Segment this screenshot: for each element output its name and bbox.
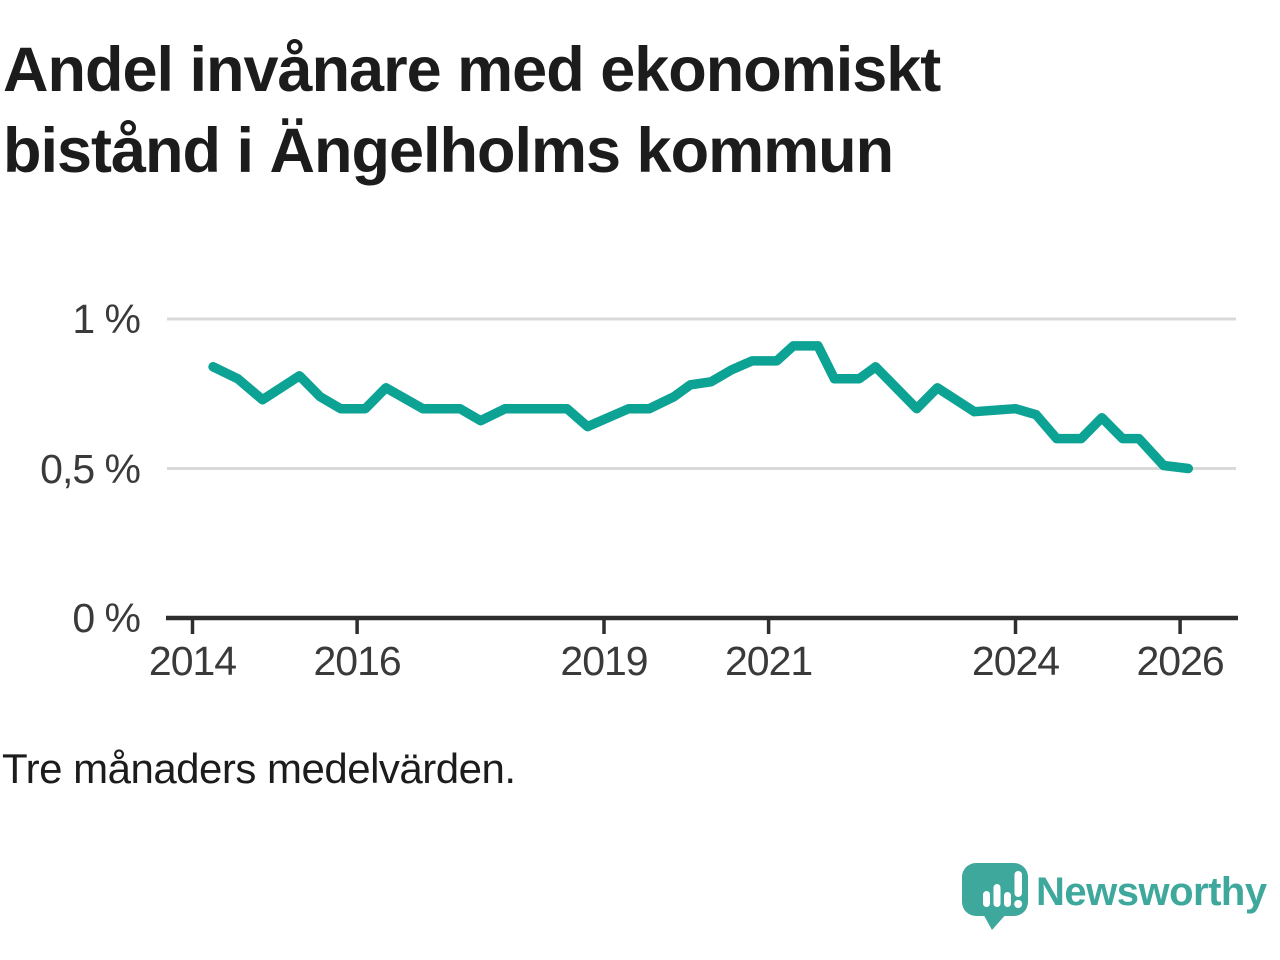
y-axis-label: 0,5 % — [40, 445, 141, 492]
y-axis-label: 0 % — [72, 595, 141, 641]
newsworthy-logo-icon — [962, 863, 1028, 930]
x-axis-label: 2016 — [313, 638, 401, 684]
x-axis-label: 2026 — [1136, 638, 1224, 684]
y-axis-label: 1 % — [72, 296, 141, 342]
x-axis-label: 2019 — [560, 638, 648, 684]
footnote: Tre månaders medelvärden. — [2, 745, 516, 792]
chart-title: Andel invånare med ekonomiskt bistånd i … — [3, 35, 941, 186]
x-axis-label: 2021 — [724, 638, 813, 684]
bar-icon-small — [983, 891, 990, 907]
newsworthy-logo-text: Newsworthy — [1036, 870, 1267, 914]
exclamation-dot — [1014, 900, 1023, 908]
bar-icon-medium — [1004, 892, 1011, 907]
exclamation-bar — [1014, 871, 1022, 897]
x-axis-label: 2014 — [148, 638, 237, 684]
data-line — [208, 341, 1194, 474]
x-axis-label: 2024 — [971, 638, 1060, 684]
bar-icon-tall — [993, 884, 1001, 907]
speech-bubble-tail — [982, 912, 1008, 930]
